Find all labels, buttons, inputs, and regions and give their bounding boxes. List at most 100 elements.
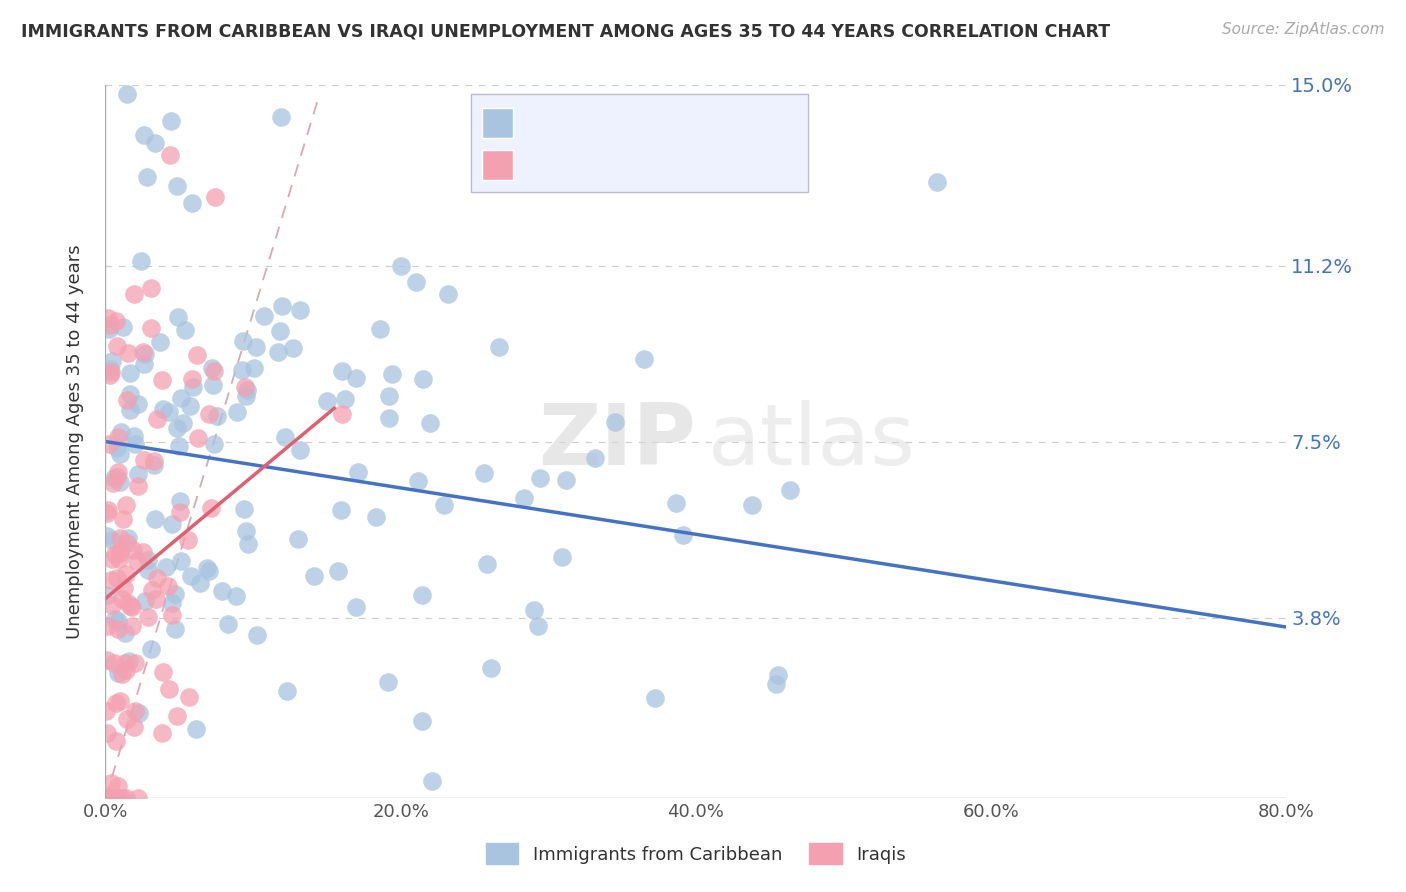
Point (146, 412, 169, 426)
Point (112, 581, 135, 595)
Point (765, 677, 787, 691)
Point (276, 684, 298, 698)
Point (172, 416, 194, 430)
Text: 0.337: 0.337 (567, 153, 626, 173)
Point (927, 175, 949, 189)
Point (124, 656, 146, 670)
Point (94, 704, 117, 718)
Point (97, 311, 120, 326)
Point (118, 654, 141, 668)
Point (644, 690, 666, 705)
Point (124, 437, 146, 451)
Point (139, 321, 162, 335)
Point (110, 475, 132, 489)
Point (100, 574, 122, 588)
Point (315, 394, 337, 409)
Point (132, 345, 155, 359)
Point (202, 364, 225, 378)
Point (188, 576, 211, 591)
Point (481, 661, 503, 675)
Point (127, 479, 149, 493)
Point (100, 354, 122, 368)
Point (105, 696, 128, 710)
Point (181, 372, 204, 386)
Point (127, 396, 149, 410)
Point (117, 596, 139, 610)
Point (166, 709, 188, 723)
Point (136, 553, 159, 567)
Point (165, 622, 187, 636)
Text: R =: R = (519, 111, 560, 130)
Point (270, 299, 292, 313)
Point (422, 774, 444, 789)
Point (120, 402, 142, 417)
Point (252, 309, 274, 323)
Point (328, 564, 350, 578)
Point (100, 791, 122, 805)
Text: IMMIGRANTS FROM CARIBBEAN VS IRAQI UNEMPLOYMENT AMONG AGES 35 TO 44 YEARS CORREL: IMMIGRANTS FROM CARIBBEAN VS IRAQI UNEMP… (21, 22, 1111, 40)
Point (104, 734, 127, 748)
Point (131, 253, 153, 268)
Point (98, 791, 121, 805)
Point (233, 502, 256, 516)
Point (118, 366, 141, 380)
Point (114, 663, 136, 677)
Point (114, 791, 136, 805)
Text: 140: 140 (700, 111, 740, 130)
Point (112, 512, 135, 526)
Text: N =: N = (654, 153, 696, 173)
Point (245, 340, 267, 354)
Point (169, 494, 191, 508)
Point (160, 114, 183, 128)
Point (150, 726, 173, 740)
Point (741, 498, 763, 512)
Point (211, 583, 233, 598)
Point (270, 110, 292, 124)
Point (105, 791, 128, 805)
Point (551, 550, 574, 565)
Point (103, 656, 125, 670)
Point (274, 430, 297, 444)
Point (122, 287, 145, 301)
Point (98, 322, 121, 336)
Point (96, 791, 118, 805)
Point (330, 364, 353, 378)
Point (100, 361, 122, 376)
Point (201, 360, 224, 375)
Point (411, 714, 433, 728)
Point (238, 537, 260, 551)
Point (96, 653, 118, 667)
Point (389, 259, 412, 273)
Point (122, 543, 145, 558)
Point (170, 554, 193, 568)
Point (132, 545, 155, 559)
Point (633, 352, 655, 367)
Point (110, 543, 132, 558)
Point (378, 389, 401, 403)
Point (288, 302, 311, 317)
Point (105, 314, 128, 328)
Point (186, 348, 208, 362)
Point (184, 723, 207, 737)
Point (766, 668, 789, 682)
Point (488, 340, 510, 354)
Point (287, 532, 309, 546)
Point (114, 566, 136, 581)
Point (167, 310, 190, 324)
Point (136, 170, 159, 185)
Point (205, 409, 228, 424)
Text: N =: N = (654, 111, 696, 130)
Point (139, 281, 162, 295)
Point (529, 471, 551, 485)
Point (377, 410, 399, 425)
Y-axis label: Unemployment Among Ages 35 to 44 years: Unemployment Among Ages 35 to 44 years (66, 244, 84, 639)
Point (118, 599, 141, 613)
Point (103, 612, 125, 626)
Point (555, 473, 578, 487)
Point (160, 596, 183, 610)
Point (233, 380, 256, 394)
Point (236, 383, 259, 397)
Point (98, 318, 121, 332)
Point (177, 690, 200, 704)
Point (672, 527, 695, 541)
